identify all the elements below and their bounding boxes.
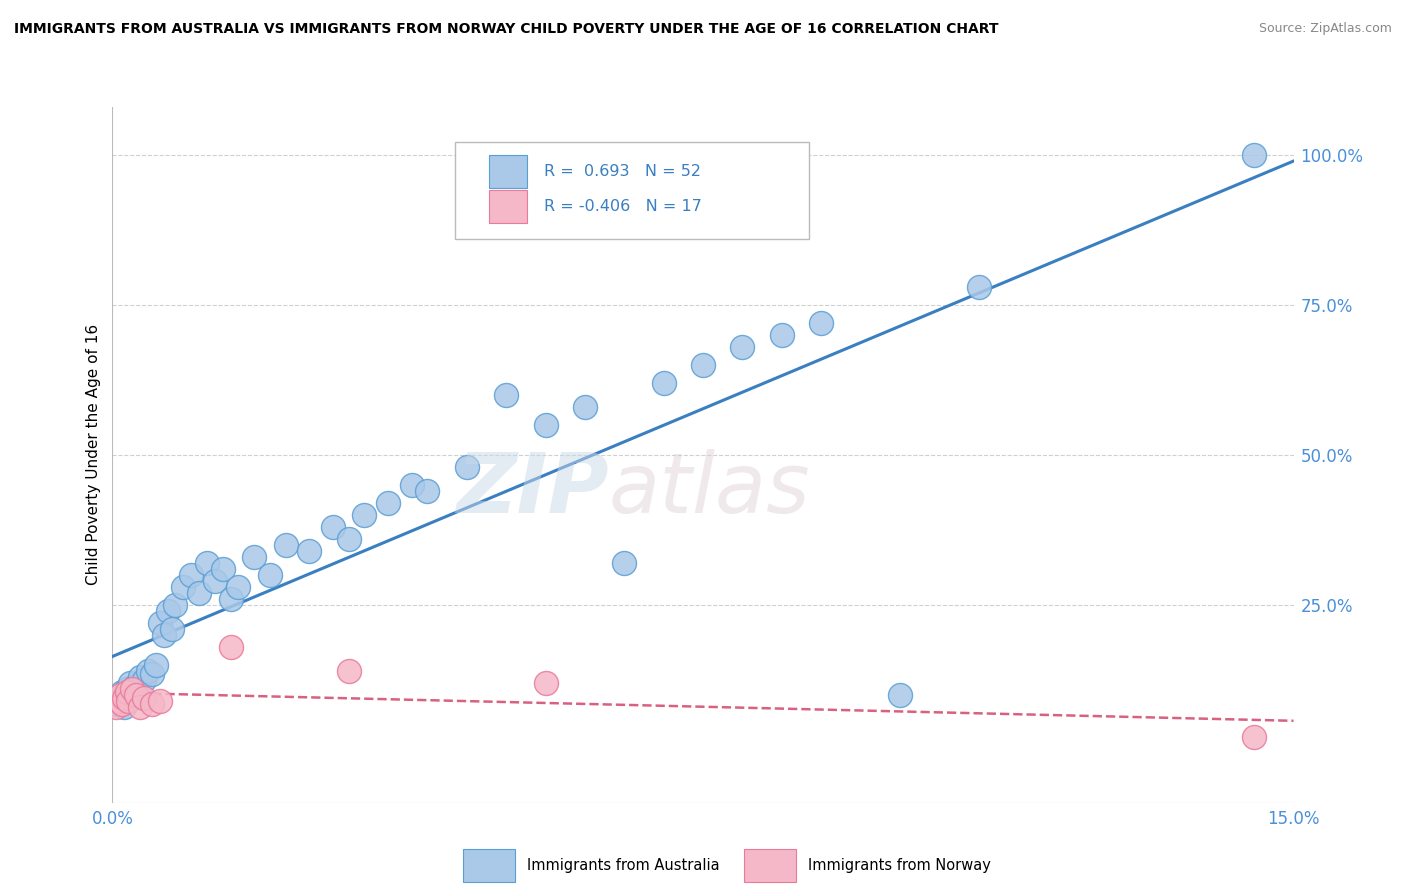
Point [117,694,139,708]
Point [152,628,174,642]
Point [495,388,517,402]
Text: Immigrants from Norway: Immigrants from Norway [808,858,991,872]
Point [652,376,675,390]
Point [111,697,134,711]
Point [124,679,146,693]
Point [121,681,143,696]
Point [180,567,202,582]
Y-axis label: Child Poverty Under the Age of 16: Child Poverty Under the Age of 16 [86,325,101,585]
Point [156,604,179,618]
Point [129,670,152,684]
Point [810,316,832,330]
Point [219,591,242,606]
FancyBboxPatch shape [489,190,527,222]
Point [889,688,911,702]
Text: Source: ZipAtlas.com: Source: ZipAtlas.com [1258,22,1392,36]
Point [259,567,281,582]
Point [188,586,211,600]
Point [125,688,148,702]
Point [107,694,129,708]
Point [574,400,596,414]
Point [160,622,183,636]
Point [149,694,172,708]
Text: ZIP: ZIP [456,450,609,530]
Point [228,580,250,594]
Point [1243,730,1265,744]
Point [141,697,163,711]
Point [322,520,344,534]
Point [731,340,754,354]
Point [121,690,143,705]
Point [129,699,152,714]
Point [337,664,360,678]
Point [195,556,218,570]
Point [149,615,172,630]
Point [401,478,423,492]
Point [136,664,159,678]
Point [416,483,439,498]
Point [211,562,233,576]
Point [115,685,138,699]
Point [353,508,375,522]
Point [337,532,360,546]
Point [107,690,129,705]
Point [456,459,478,474]
Text: R =  0.693   N = 52: R = 0.693 N = 52 [544,164,700,179]
Text: IMMIGRANTS FROM AUSTRALIA VS IMMIGRANTS FROM NORWAY CHILD POVERTY UNDER THE AGE : IMMIGRANTS FROM AUSTRALIA VS IMMIGRANTS … [14,22,998,37]
Point [613,556,636,570]
Point [118,676,141,690]
Point [105,699,128,714]
Point [165,598,187,612]
Point [219,640,242,654]
FancyBboxPatch shape [489,155,527,187]
Point [534,676,557,690]
Point [145,657,167,672]
Point [534,417,557,432]
Point [692,358,714,372]
Text: atlas: atlas [609,450,810,530]
Point [112,699,135,714]
Text: Immigrants from Australia: Immigrants from Australia [527,858,720,872]
FancyBboxPatch shape [456,142,810,239]
Point [117,688,139,702]
Point [125,685,148,699]
Point [377,496,399,510]
Point [1243,148,1265,162]
Point [298,544,321,558]
Point [132,673,155,687]
Point [115,681,138,696]
Point [111,685,134,699]
Point [274,538,297,552]
Point [110,688,132,702]
Point [110,694,132,708]
Point [105,697,128,711]
Text: R = -0.406   N = 17: R = -0.406 N = 17 [544,199,702,214]
Point [967,280,990,294]
Point [112,690,135,705]
Point [770,328,793,343]
Point [204,574,226,588]
Point [141,666,163,681]
Point [243,549,266,564]
Point [172,580,194,594]
Point [132,690,155,705]
